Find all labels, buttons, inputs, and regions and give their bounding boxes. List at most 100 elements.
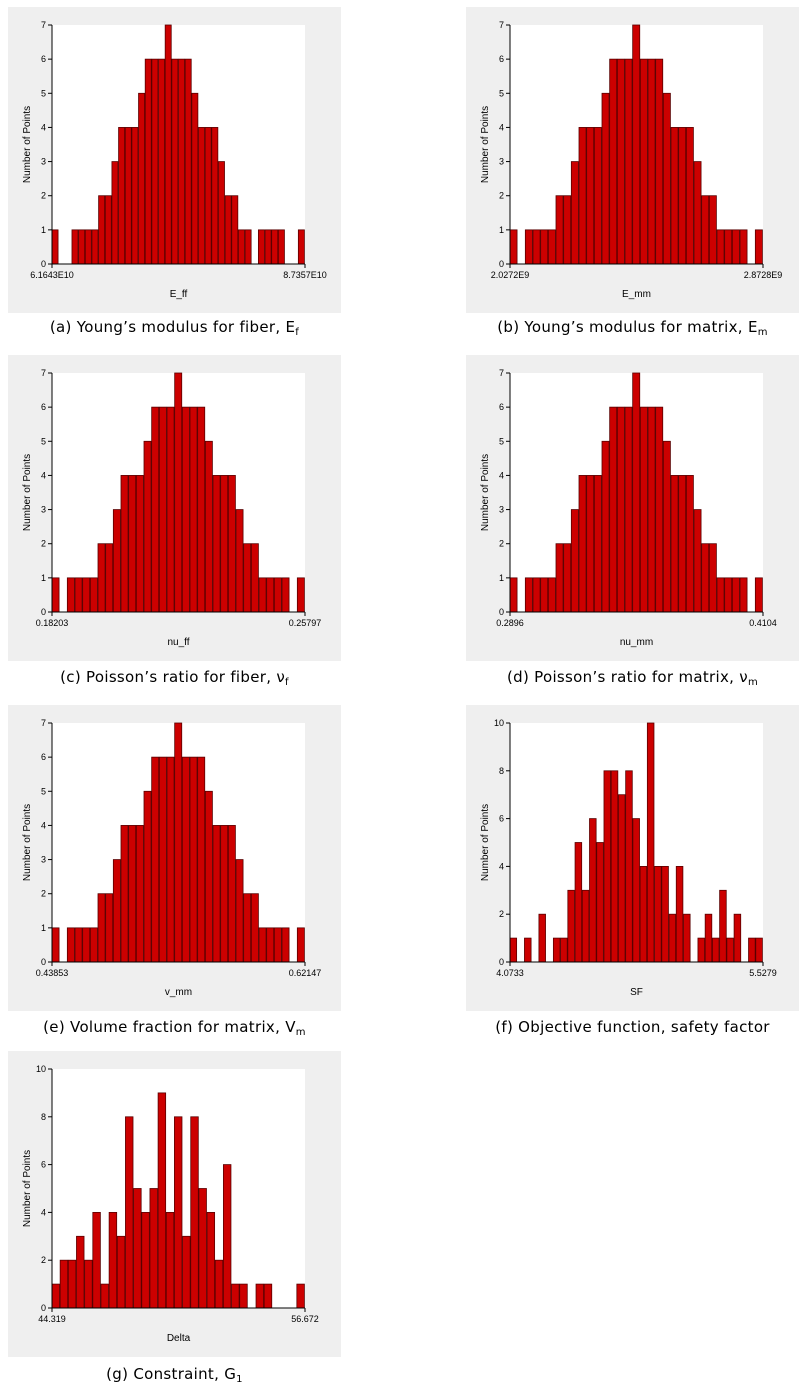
histogram-bar xyxy=(227,825,236,963)
histogram-bar xyxy=(220,475,229,613)
y-tick-label: 10 xyxy=(36,1064,46,1074)
histogram-bar xyxy=(97,543,106,613)
histogram-bar xyxy=(552,937,561,963)
y-tick-label: 2 xyxy=(41,539,46,549)
histogram-bar xyxy=(264,229,272,265)
histogram-bar xyxy=(182,1235,191,1309)
y-tick-label: 7 xyxy=(499,20,504,30)
y-tick-label: 6 xyxy=(41,752,46,762)
histogram-panel-c: 0 1 2 3 4 5 6 7 0.18203 0.25797 nu_ff Number of Poi… xyxy=(8,355,341,661)
histogram-bar xyxy=(212,825,221,963)
histogram-bar xyxy=(560,937,568,963)
histogram-bar xyxy=(239,1283,248,1309)
histogram-bar xyxy=(212,475,221,613)
y-tick-label: 6 xyxy=(499,814,504,824)
histogram-bar xyxy=(89,577,98,613)
histogram-bar xyxy=(231,1283,240,1309)
caption-a-sub: f xyxy=(295,327,300,338)
histogram-bar xyxy=(151,58,159,265)
histogram-bar xyxy=(244,229,252,265)
y-tick-label: 5 xyxy=(41,88,46,98)
histogram-bar xyxy=(191,92,199,265)
histogram-bar xyxy=(128,475,137,613)
histogram-bar xyxy=(222,1164,232,1309)
histogram-bar xyxy=(509,937,518,963)
histogram-bar xyxy=(570,161,579,265)
histogram-bar xyxy=(151,406,160,613)
histogram-bar xyxy=(675,865,684,963)
y-tick-label: 6 xyxy=(41,1160,46,1170)
histogram-bar xyxy=(704,913,713,963)
y-tick-label: 2 xyxy=(41,889,46,899)
histogram-bar xyxy=(624,58,633,265)
histogram-bar xyxy=(273,927,282,963)
histogram-bar xyxy=(655,406,664,613)
caption-g: (g) Constraint, G1 xyxy=(8,1365,341,1385)
histogram-bar xyxy=(563,543,572,613)
histogram-bar xyxy=(296,927,305,963)
y-tick-label: 2 xyxy=(499,909,504,919)
histogram-bar xyxy=(174,722,183,963)
histogram-bar xyxy=(610,770,619,963)
y-tick-label: 0 xyxy=(499,259,504,269)
histogram-bar xyxy=(263,1283,273,1309)
y-tick-label: 4 xyxy=(499,122,504,132)
histogram-bar xyxy=(198,127,205,265)
x-max-label: 0.62147 xyxy=(289,968,322,978)
histogram-bar xyxy=(181,756,190,963)
histogram-bar xyxy=(235,859,244,963)
histogram-bar xyxy=(661,865,669,963)
histogram-bar xyxy=(624,406,633,613)
y-axis-label: Number of Points xyxy=(22,106,33,183)
histogram-panel-g: 0 2 4 6 8 10 44.319 56.672 Delta Number of Points xyxy=(8,1051,341,1357)
histogram-bar xyxy=(143,790,152,963)
histogram-bar xyxy=(632,372,641,613)
x-max-label: 8.7357E10 xyxy=(283,270,327,280)
histogram-bar xyxy=(724,577,733,613)
histogram-bar xyxy=(586,127,595,265)
y-tick-label: 2 xyxy=(499,539,504,549)
histogram-bar xyxy=(158,756,167,963)
histogram-bar xyxy=(273,577,282,613)
histogram-bar xyxy=(238,229,245,265)
histogram-bar xyxy=(165,1211,175,1309)
histogram-bar xyxy=(509,577,518,613)
caption-d-text: (d) Poisson’s ratio for matrix, ν xyxy=(506,668,748,686)
histogram-bar xyxy=(84,229,92,265)
histogram-bar xyxy=(662,92,671,265)
histogram-bar xyxy=(596,842,604,963)
y-tick-label: 6 xyxy=(499,54,504,64)
y-tick-label: 3 xyxy=(41,157,46,167)
histogram-bar xyxy=(91,229,99,265)
histogram-bar xyxy=(204,440,213,613)
histogram-bar xyxy=(227,475,236,613)
histogram-bar xyxy=(174,372,183,613)
histogram-bar xyxy=(158,406,167,613)
histogram-bar xyxy=(567,889,575,963)
caption-f: (f) Objective function, safety factor xyxy=(466,1018,799,1038)
y-axis-label: Number of Points xyxy=(480,106,491,183)
histogram-bar xyxy=(66,577,75,613)
histogram-bar xyxy=(731,577,740,613)
histogram-bar xyxy=(143,440,152,613)
histogram-bar xyxy=(683,913,691,963)
histogram-bar xyxy=(266,927,275,963)
histogram-bar xyxy=(111,161,119,265)
histogram-bar xyxy=(98,195,106,265)
caption-c-sub: f xyxy=(285,677,289,688)
histogram-bar xyxy=(685,475,694,613)
x-max-label: 2.8728E9 xyxy=(744,270,783,280)
y-tick-label: 4 xyxy=(41,470,46,480)
y-tick-label: 3 xyxy=(41,505,46,515)
y-tick-label: 4 xyxy=(499,861,504,871)
y-tick-label: 0 xyxy=(41,259,46,269)
histogram-bar xyxy=(258,927,267,963)
histogram-bar xyxy=(731,229,740,265)
histogram-bar xyxy=(586,475,595,613)
histogram-bar xyxy=(82,577,91,613)
histogram-panel-b: 0 1 2 3 4 5 6 7 2.0272E9 2.8728E9 E_mm Number of Po… xyxy=(466,7,799,313)
histogram-bar xyxy=(198,1188,207,1309)
y-tick-label: 7 xyxy=(499,368,504,378)
caption-b-sub: m xyxy=(757,327,768,338)
x-axis-label: nu_mm xyxy=(620,637,653,648)
